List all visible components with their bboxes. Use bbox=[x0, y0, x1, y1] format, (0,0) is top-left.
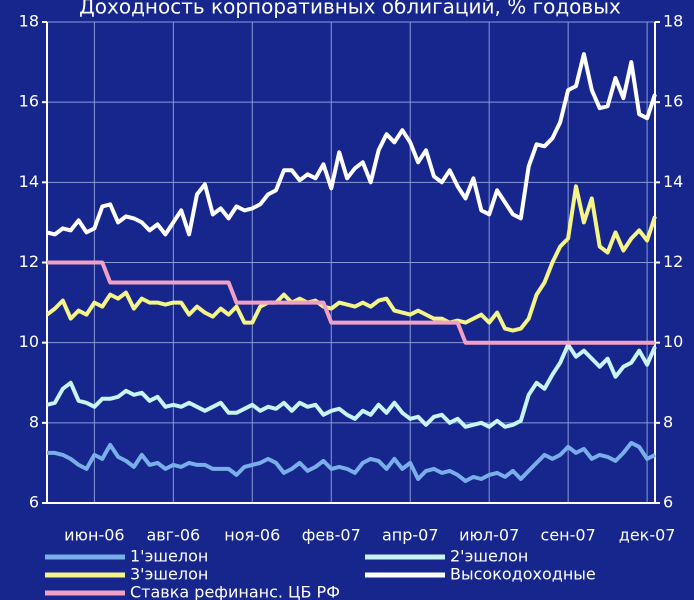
y-tick-label: 8 bbox=[29, 412, 39, 431]
legend-label: Высокодоходные bbox=[450, 565, 596, 584]
legend-label: 3'эшелон bbox=[130, 565, 208, 584]
y2-tick-label: 14 bbox=[663, 172, 683, 191]
x-tick-label: дек-07 bbox=[619, 526, 676, 545]
y-tick-label: 14 bbox=[19, 172, 39, 191]
series-line bbox=[47, 440, 656, 483]
x-tick-label: сен-07 bbox=[541, 526, 596, 545]
y2-tick-label: 6 bbox=[663, 493, 673, 512]
y-tick-label: 18 bbox=[19, 12, 39, 31]
series-line bbox=[45, 184, 657, 333]
chart-title: Доходность корпоративных облигаций, % го… bbox=[79, 0, 621, 19]
x-tick-label: авг-06 bbox=[146, 526, 200, 545]
y-tick-label: 16 bbox=[19, 92, 39, 111]
x-tick-label: июн-06 bbox=[64, 526, 124, 545]
legend-label: 1'эшелон bbox=[130, 547, 208, 566]
legend-label: Ставка рефинанс. ЦБ РФ bbox=[130, 583, 340, 600]
y-tick-label: 12 bbox=[19, 252, 39, 271]
series-line bbox=[46, 52, 657, 237]
x-tick-label: ноя-06 bbox=[224, 526, 280, 545]
y2-tick-label: 16 bbox=[663, 92, 683, 111]
y-tick-label: 6 bbox=[29, 493, 39, 512]
x-tick-label: апр-07 bbox=[382, 526, 439, 545]
y-tick-label: 10 bbox=[19, 332, 39, 351]
y2-tick-label: 8 bbox=[663, 412, 673, 431]
y2-tick-label: 10 bbox=[663, 332, 683, 351]
x-tick-label: фев-07 bbox=[302, 526, 361, 545]
x-tick-label: июл-07 bbox=[459, 526, 519, 545]
y2-tick-label: 18 bbox=[663, 12, 683, 31]
series-line bbox=[46, 342, 657, 429]
y2-tick-label: 12 bbox=[663, 252, 683, 271]
legend-label: 2'эшелон bbox=[450, 547, 528, 566]
series-line bbox=[47, 260, 655, 345]
